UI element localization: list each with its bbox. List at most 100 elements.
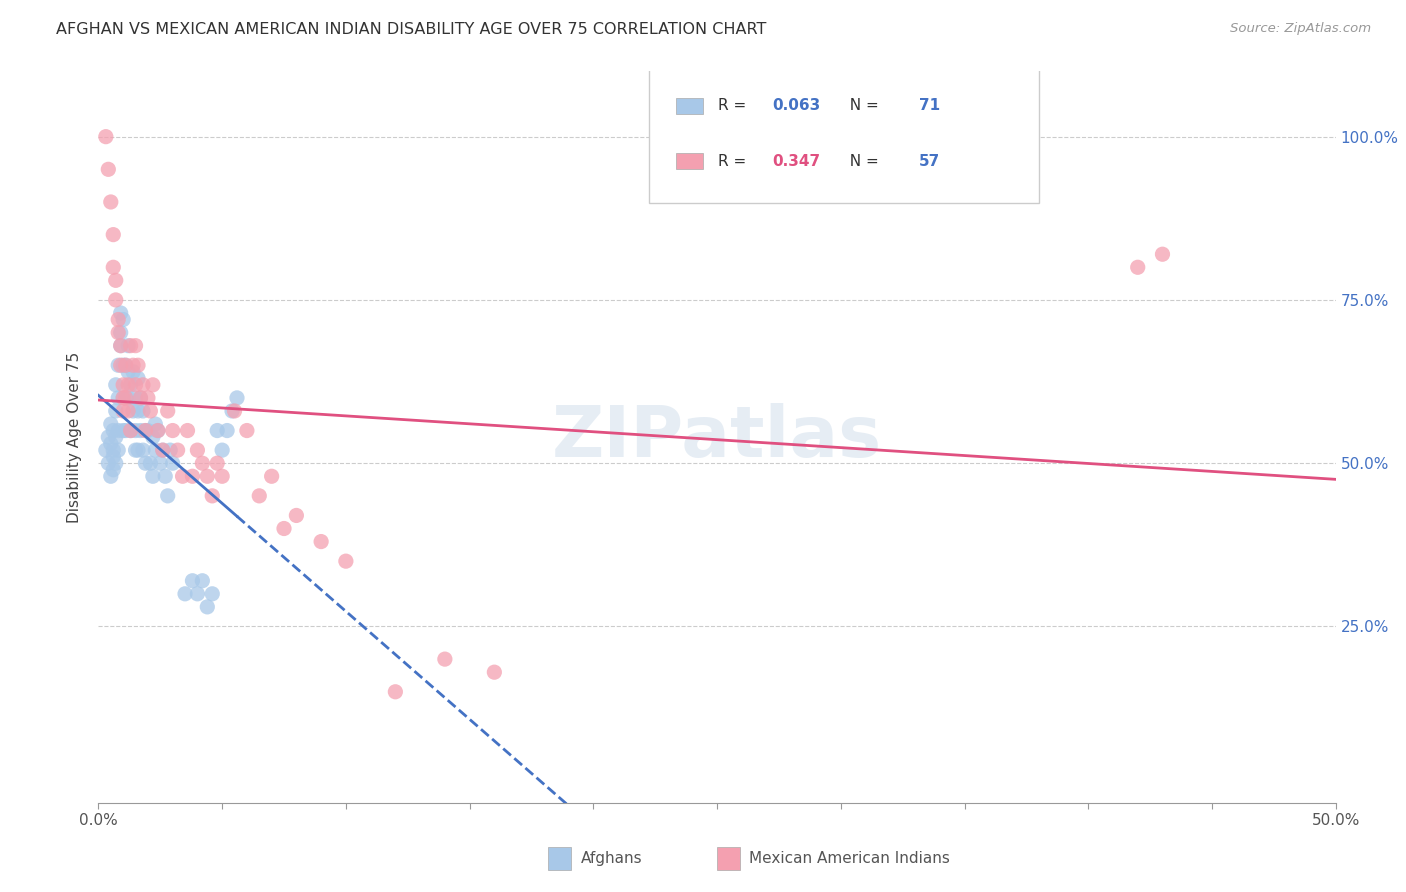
Point — [107, 391, 129, 405]
Point — [134, 424, 156, 438]
Point — [172, 469, 194, 483]
Point — [103, 463, 125, 477]
Point — [120, 424, 142, 438]
Point — [114, 358, 136, 372]
Point — [124, 377, 146, 392]
Point — [122, 358, 145, 372]
Point — [152, 443, 174, 458]
Point — [134, 424, 156, 438]
Point — [309, 534, 332, 549]
Point — [112, 391, 135, 405]
Text: 71: 71 — [918, 98, 939, 113]
Point — [136, 391, 159, 405]
Point — [226, 391, 249, 405]
Point — [120, 424, 142, 438]
Point — [112, 391, 135, 405]
Point — [97, 162, 120, 177]
Point — [132, 443, 155, 458]
Point — [201, 489, 224, 503]
Text: R =: R = — [718, 153, 751, 169]
Point — [146, 424, 169, 438]
Point — [186, 443, 208, 458]
Point — [104, 273, 127, 287]
Point — [201, 587, 224, 601]
Point — [236, 424, 259, 438]
Point — [124, 443, 146, 458]
Text: AFGHAN VS MEXICAN AMERICAN INDIAN DISABILITY AGE OVER 75 CORRELATION CHART: AFGHAN VS MEXICAN AMERICAN INDIAN DISABI… — [56, 22, 766, 37]
Point — [260, 469, 283, 483]
Text: Source: ZipAtlas.com: Source: ZipAtlas.com — [1230, 22, 1371, 36]
Point — [127, 371, 149, 385]
Point — [104, 377, 127, 392]
Point — [107, 312, 129, 326]
Point — [107, 326, 129, 340]
Point — [149, 456, 172, 470]
Point — [103, 260, 125, 275]
Point — [107, 358, 129, 372]
Point — [117, 365, 139, 379]
Point — [433, 652, 456, 666]
Point — [97, 430, 120, 444]
Point — [114, 391, 136, 405]
Point — [152, 443, 174, 458]
Point — [162, 456, 184, 470]
Point — [103, 450, 125, 464]
FancyBboxPatch shape — [650, 68, 1039, 203]
Point — [273, 521, 295, 535]
Point — [122, 404, 145, 418]
Point — [191, 456, 214, 470]
Point — [484, 665, 506, 680]
Point — [186, 587, 208, 601]
Point — [117, 377, 139, 392]
Text: R =: R = — [718, 98, 751, 113]
Point — [142, 377, 165, 392]
Point — [146, 424, 169, 438]
Point — [156, 404, 179, 418]
Point — [127, 404, 149, 418]
Point — [211, 469, 233, 483]
Text: Afghans: Afghans — [581, 852, 643, 866]
Point — [139, 456, 162, 470]
Point — [110, 326, 132, 340]
Point — [221, 404, 243, 418]
FancyBboxPatch shape — [676, 153, 703, 169]
Point — [112, 377, 135, 392]
Point — [103, 443, 125, 458]
Point — [120, 339, 142, 353]
Point — [285, 508, 308, 523]
Point — [114, 424, 136, 438]
Point — [107, 424, 129, 438]
Point — [94, 443, 117, 458]
Point — [143, 443, 166, 458]
Point — [112, 404, 135, 418]
Point — [97, 456, 120, 470]
Point — [104, 456, 127, 470]
Point — [124, 391, 146, 405]
Point — [117, 339, 139, 353]
Point — [159, 443, 181, 458]
Point — [124, 339, 146, 353]
Point — [114, 358, 136, 372]
Point — [112, 312, 135, 326]
Point — [139, 404, 162, 418]
Point — [211, 443, 233, 458]
Point — [224, 404, 246, 418]
Point — [104, 293, 127, 307]
Point — [195, 599, 218, 614]
Point — [335, 554, 357, 568]
Point — [127, 443, 149, 458]
Point — [100, 417, 122, 431]
Point — [156, 489, 179, 503]
FancyBboxPatch shape — [676, 98, 703, 114]
Point — [136, 424, 159, 438]
Point — [110, 339, 132, 353]
Point — [112, 424, 135, 438]
Point — [114, 391, 136, 405]
Point — [155, 469, 177, 483]
Point — [181, 469, 204, 483]
Point — [100, 469, 122, 483]
Point — [100, 436, 122, 450]
Text: 0.063: 0.063 — [773, 98, 821, 113]
Point — [107, 443, 129, 458]
Y-axis label: Disability Age Over 75: Disability Age Over 75 — [67, 351, 83, 523]
